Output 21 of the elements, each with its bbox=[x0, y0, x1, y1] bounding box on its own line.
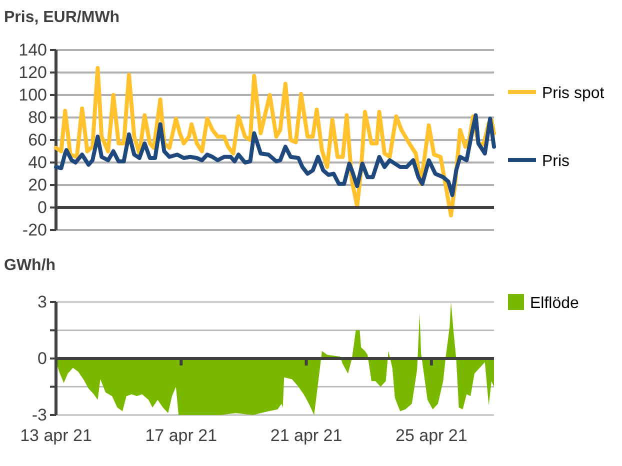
x-tick-label: 21 apr 21 bbox=[270, 426, 342, 445]
y-tick-label: 0 bbox=[38, 198, 47, 217]
legend-label: Elflöde bbox=[530, 295, 580, 312]
y-tick-label: -20 bbox=[22, 220, 47, 240]
y-tick-label: 20 bbox=[28, 175, 47, 194]
y-tick-label: 120 bbox=[18, 62, 47, 82]
y-tick-label: 100 bbox=[18, 85, 47, 104]
legend-label: Pris spot bbox=[542, 85, 605, 102]
y-axis-title: Pris, EUR/MWh bbox=[4, 9, 120, 26]
x-tick-label: 17 apr 21 bbox=[145, 426, 218, 445]
y-tick-label: 140 bbox=[18, 40, 47, 60]
x-tick-label: 13 apr 21 bbox=[20, 426, 92, 445]
x-tick-label: 25 apr 21 bbox=[396, 426, 468, 445]
y-tick-label: 40 bbox=[28, 152, 47, 172]
y-tick-label: -3 bbox=[32, 405, 47, 424]
y-tick-label: 80 bbox=[28, 108, 47, 127]
y-tick-label: 3 bbox=[38, 292, 47, 312]
y-axis-title: GWh/h bbox=[4, 257, 56, 274]
legend-label: Pris bbox=[542, 153, 570, 170]
y-tick-label: 60 bbox=[28, 130, 47, 150]
y-tick-label: 0 bbox=[38, 348, 47, 368]
